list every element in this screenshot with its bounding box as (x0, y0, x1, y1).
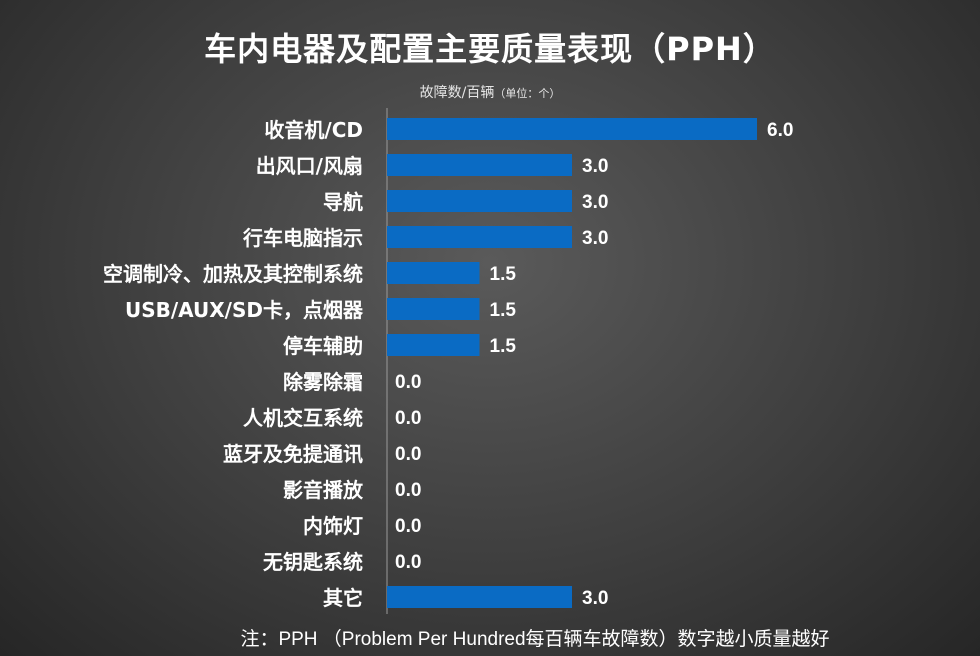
value-label: 0.0 (395, 480, 421, 501)
category-label: 除雾除霜 (283, 370, 363, 394)
value-label: 0.0 (395, 516, 421, 537)
chart-title: 车内电器及配置主要质量表现（PPH） (204, 30, 776, 68)
bar (387, 154, 572, 176)
category-label: 其它 (323, 586, 363, 610)
value-label: 0.0 (395, 444, 421, 465)
bar (387, 298, 480, 320)
category-label: 停车辅助 (283, 334, 363, 358)
category-label: 出风口/风扇 (256, 154, 363, 178)
unit-label-note: （单位：个） (494, 87, 561, 100)
value-label: 6.0 (767, 120, 793, 141)
category-label: 内饰灯 (303, 514, 363, 538)
unit-label: 故障数/百辆（单位：个） (340, 82, 640, 102)
unit-label-main: 故障数/百辆 (419, 85, 495, 101)
bar (387, 118, 757, 140)
bar (387, 226, 572, 248)
category-label: USB/AUX/SD卡，点烟器 (125, 298, 364, 322)
bar (387, 190, 572, 212)
category-label: 空调制冷、加热及其控制系统 (103, 262, 363, 286)
value-label: 1.5 (490, 264, 517, 285)
value-label: 1.5 (490, 300, 517, 321)
bar (387, 586, 572, 608)
value-label: 3.0 (582, 156, 608, 177)
category-label: 导航 (323, 190, 363, 214)
category-label: 无钥匙系统 (263, 550, 363, 574)
value-label: 0.0 (395, 372, 421, 393)
category-label: 收音机/CD (264, 118, 363, 142)
footnote: 注：PPH （Problem Per Hundred每百辆车故障数）数字越小质量… (240, 629, 830, 650)
value-label: 0.0 (395, 552, 421, 573)
value-label: 3.0 (582, 192, 608, 213)
bar (387, 262, 480, 284)
category-label: 影音播放 (283, 478, 364, 502)
category-label: 行车电脑指示 (242, 226, 363, 250)
value-label: 3.0 (582, 228, 608, 249)
category-label: 蓝牙及免提通讯 (223, 442, 363, 466)
bar (387, 334, 480, 356)
value-label: 1.5 (490, 336, 517, 357)
category-label: 人机交互系统 (243, 406, 363, 430)
value-label: 3.0 (582, 588, 608, 609)
value-label: 0.0 (395, 408, 421, 429)
